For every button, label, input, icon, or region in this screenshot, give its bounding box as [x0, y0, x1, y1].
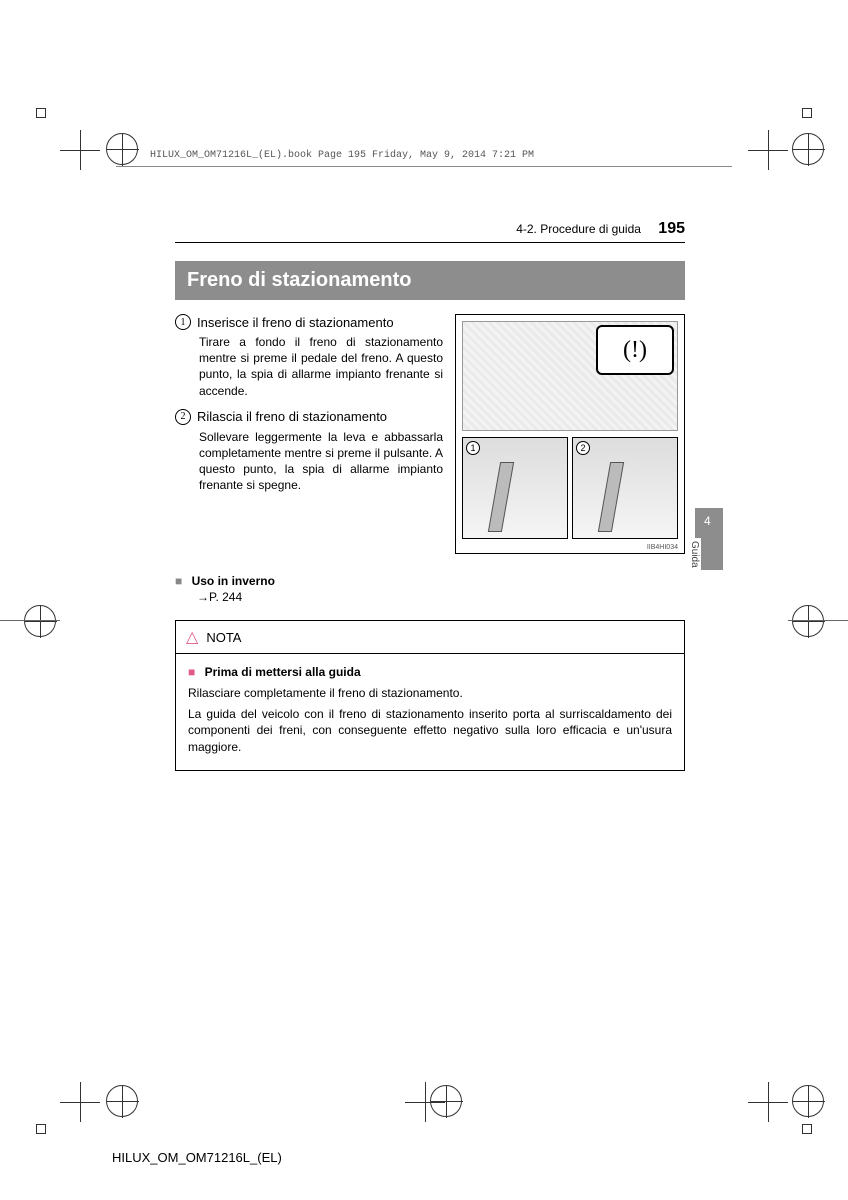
note-header: △ NOTA — [176, 621, 684, 654]
reg-target-icon — [24, 605, 56, 637]
running-head: 4-2. Procedure di guida 195 — [175, 220, 685, 238]
sub-item: ■ Uso in inverno →P. 244 — [175, 574, 685, 604]
chapter-number: 4 — [704, 514, 711, 528]
header-meta: HILUX_OM_OM71216L_(EL).book Page 195 Fri… — [150, 150, 534, 161]
panel-number-icon: 1 — [466, 441, 480, 455]
step-body: Sollevare leggermente la leva e abbassar… — [199, 429, 443, 494]
page-number: 195 — [658, 220, 685, 237]
reg-target-icon — [106, 133, 138, 165]
text-column: 1 Inserisce il freno di stazionamento Ti… — [175, 314, 443, 554]
header-rule — [116, 166, 732, 167]
handbrake-lever-illustration — [488, 462, 514, 532]
sub-item-title: Uso in inverno — [192, 574, 275, 588]
crop-rule — [788, 620, 848, 621]
figure-code: IIB4HI034 — [647, 544, 678, 551]
square-bullet-icon: ■ — [175, 574, 182, 588]
brake-warning-icon: (!) — [596, 325, 674, 375]
step-heading: 2 Rilascia il freno di stazionamento — [175, 409, 443, 425]
sub-item-ref: →P. 244 — [197, 590, 685, 604]
step-heading: 1 Inserisce il freno di stazionamento — [175, 314, 443, 330]
head-rule — [175, 242, 685, 243]
note-subtitle-row: ■ Prima di mettersi alla guida — [188, 664, 672, 681]
crop-square-icon — [36, 108, 46, 118]
chapter-tab: 4 Guida — [695, 508, 723, 570]
page-content: 4-2. Procedure di guida 195 Freno di sta… — [175, 220, 685, 771]
note-body: ■ Prima di mettersi alla guida Rilasciar… — [176, 654, 684, 770]
crop-mark-icon — [748, 130, 788, 170]
crop-mark-icon — [748, 1082, 788, 1122]
note-box: △ NOTA ■ Prima di mettersi alla guida Ri… — [175, 620, 685, 771]
crop-square-icon — [802, 1124, 812, 1134]
page-title: Freno di stazionamento — [175, 261, 685, 300]
figure: (!) 1 2 IIB4HI034 — [455, 314, 685, 554]
crop-mark-icon — [60, 1082, 100, 1122]
step-title: Inserisce il freno di stazionamento — [197, 315, 394, 330]
note-line: Rilasciare completamente il freno di sta… — [188, 685, 672, 702]
step-title: Rilascia il freno di stazionamento — [197, 409, 387, 424]
square-bullet-icon: ■ — [188, 665, 195, 679]
figure-panels: 1 2 — [462, 437, 678, 539]
crop-square-icon — [36, 1124, 46, 1134]
warning-triangle-icon: △ — [186, 627, 198, 647]
note-label: NOTA — [206, 630, 241, 645]
step-number-icon: 1 — [175, 314, 191, 330]
chapter-label: Guida — [688, 538, 701, 571]
reg-target-icon — [106, 1085, 138, 1117]
figure-panel: 2 — [572, 437, 678, 539]
reg-target-icon — [792, 1085, 824, 1117]
note-line: La guida del veicolo con il freno di sta… — [188, 706, 672, 756]
step-body: Tirare a fondo il freno di stazionamento… — [199, 334, 443, 399]
panel-number-icon: 2 — [576, 441, 590, 455]
content-row: 1 Inserisce il freno di stazionamento Ti… — [175, 314, 685, 554]
handbrake-lever-illustration — [598, 462, 624, 532]
section-label: 4-2. Procedure di guida — [516, 222, 641, 236]
figure-panel: 1 — [462, 437, 568, 539]
reg-target-icon — [430, 1085, 462, 1117]
reg-target-icon — [792, 133, 824, 165]
crop-square-icon — [802, 108, 812, 118]
note-subtitle: Prima di mettersi alla guida — [205, 665, 361, 679]
reg-target-icon — [792, 605, 824, 637]
step-number-icon: 2 — [175, 409, 191, 425]
crop-mark-icon — [60, 130, 100, 170]
crop-rule — [0, 620, 60, 621]
footer-doc-id: HILUX_OM_OM71216L_(EL) — [112, 1150, 282, 1165]
